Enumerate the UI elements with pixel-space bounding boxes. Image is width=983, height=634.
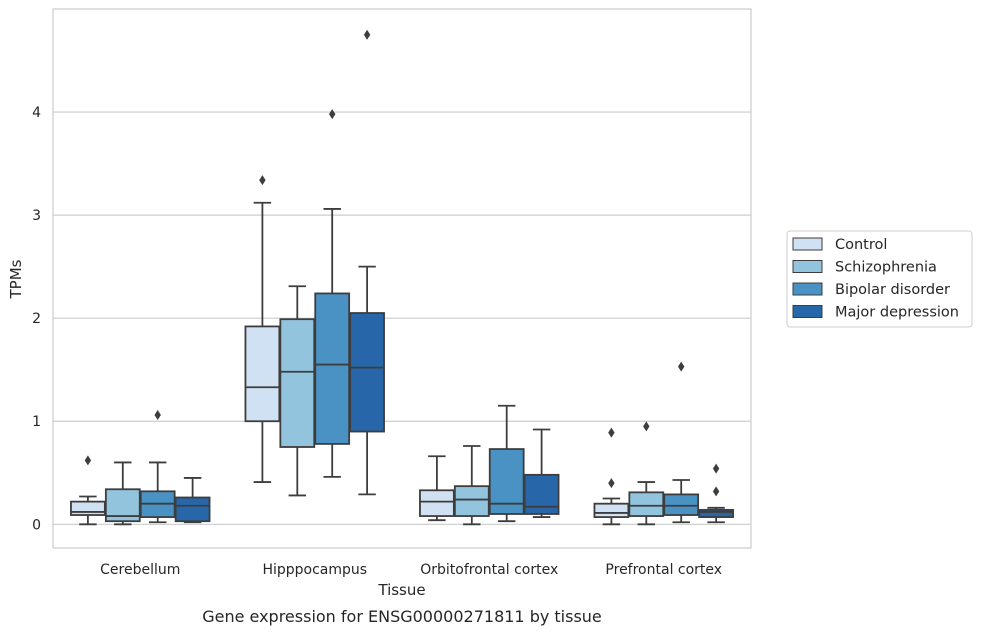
outlier-point — [259, 175, 266, 186]
x-tick-label: Hipppocampus — [262, 562, 367, 578]
box-group — [663, 361, 700, 524]
box-group — [593, 427, 630, 526]
box-body — [663, 493, 700, 516]
y-tick-label: 1 — [32, 414, 41, 430]
box-group — [244, 175, 281, 483]
grid-lines — [53, 111, 751, 525]
chart-caption: Gene expression for ENSG00000271811 by t… — [202, 607, 602, 626]
y-axis-label: TPMs — [7, 259, 25, 299]
y-tick-label: 3 — [32, 208, 41, 224]
box-body — [70, 500, 106, 516]
y-tick-labels: 0 1 2 3 4 — [32, 105, 41, 533]
outlier-point — [154, 410, 161, 421]
box-group — [488, 404, 525, 523]
x-axis-label: Tissue — [377, 581, 425, 599]
box-group — [279, 285, 316, 497]
outlier-point — [678, 361, 685, 372]
outlier-point — [608, 427, 615, 438]
outlier-point — [363, 29, 371, 40]
box-group — [139, 410, 176, 524]
legend-label: Bipolar disorder — [835, 282, 950, 298]
legend-frame — [786, 230, 973, 328]
legend-label: Control — [835, 237, 887, 253]
x-tick-label: Cerebellum — [100, 562, 180, 578]
legend: Control Schizophrenia Bipolar disorder Majo… — [786, 230, 973, 328]
legend-label: Schizophrenia — [835, 260, 937, 276]
box-body — [593, 502, 630, 518]
box-group — [104, 461, 141, 526]
box-group — [174, 477, 211, 524]
legend-label: Major depression — [835, 305, 959, 321]
box-body — [244, 325, 281, 423]
box-body — [314, 292, 351, 445]
box-group — [698, 463, 734, 524]
x-tick-label: Orbitofrontal cortex — [420, 562, 558, 578]
box-body — [349, 312, 385, 433]
box-body — [279, 318, 316, 448]
box-body — [174, 496, 211, 523]
box-group — [70, 455, 106, 526]
legend-swatch — [792, 305, 823, 318]
box-group — [628, 421, 665, 526]
y-tick-label: 0 — [32, 517, 41, 533]
legend-swatch — [792, 237, 823, 251]
boxes — [70, 29, 734, 526]
outlier-point — [712, 463, 720, 474]
y-tick-label: 2 — [32, 311, 41, 327]
box-group — [419, 455, 455, 522]
box-body — [628, 491, 665, 517]
legend-swatch — [792, 260, 823, 273]
outlier-point — [712, 486, 720, 497]
box-group — [523, 428, 560, 518]
box-body — [453, 485, 490, 517]
box-group — [453, 445, 490, 526]
box-group — [349, 29, 385, 496]
outlier-point — [608, 478, 615, 489]
outlier-point — [329, 109, 336, 120]
legend-swatch — [792, 282, 823, 296]
box-body — [419, 489, 455, 517]
box-body — [523, 473, 560, 515]
outlier-point — [84, 455, 92, 466]
y-tick-label: 4 — [32, 105, 41, 121]
box-group — [314, 109, 351, 478]
box-body — [698, 508, 734, 518]
outlier-point — [643, 421, 650, 432]
plot-frame — [52, 8, 752, 549]
x-tick-labels: Cerebellum Hipppocampus Orbitofrontal cort… — [100, 562, 722, 578]
x-tick-label: Prefrontal cortex — [605, 562, 722, 578]
